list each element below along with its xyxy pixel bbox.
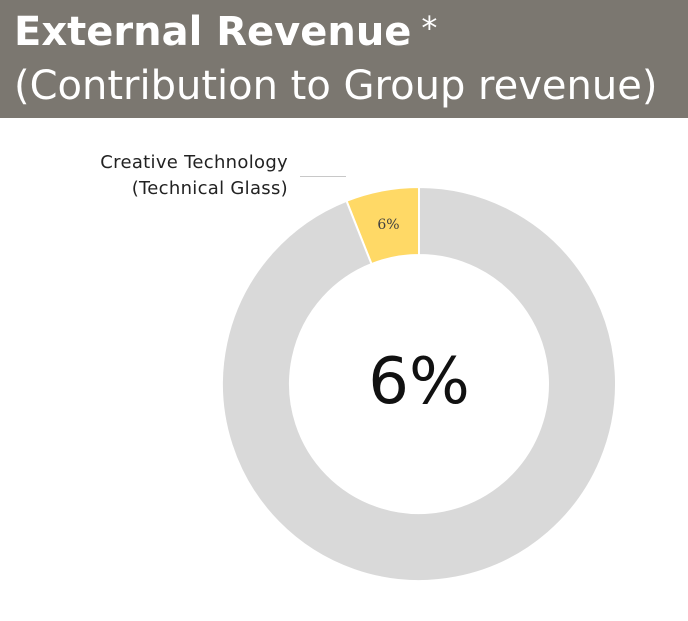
title-banner: External Revenue * (Contribution to Group… [0,0,688,118]
slice-rest [221,185,617,582]
label-leader-line [300,176,346,177]
title-asterisk: * [421,9,438,47]
slice-data-label: 6% [377,217,399,233]
chart-title-text: External Revenue [14,9,412,55]
segment-name-line2: (Technical Glass) [131,178,288,199]
donut-slices [221,185,617,582]
donut-center-value: 6% [368,345,470,419]
chart-subtitle: (Contribution to Group revenue) [14,63,658,109]
segment-name-line1: Creative Technology [100,152,288,173]
chart-title: External Revenue * [14,8,437,58]
